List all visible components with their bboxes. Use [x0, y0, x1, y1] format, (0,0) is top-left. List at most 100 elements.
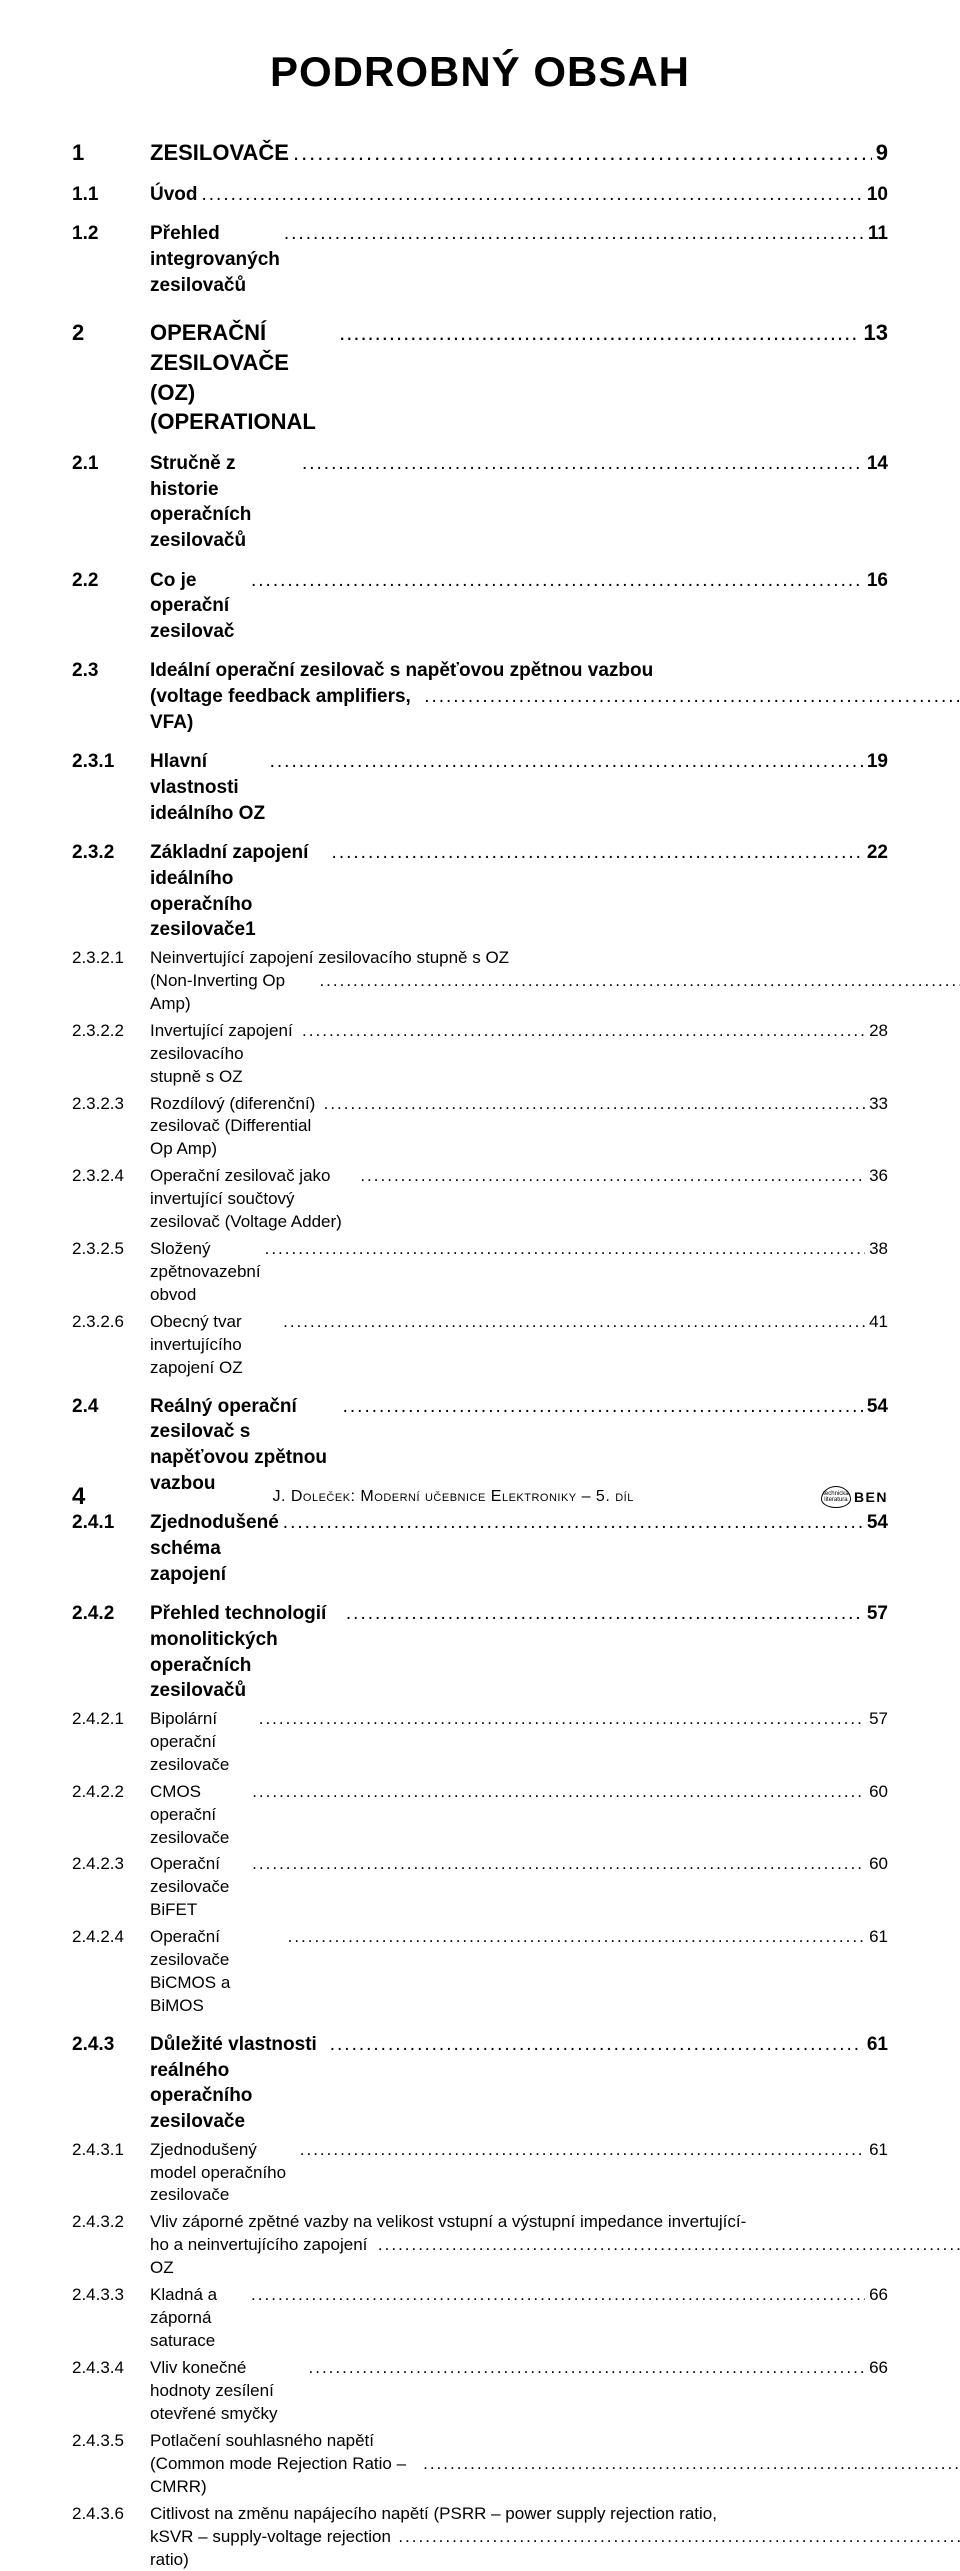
toc-entry: 2.3.2.2Invertující zapojení zesilovacího…: [72, 1020, 888, 1089]
toc-leader: [296, 2139, 865, 2162]
toc-title: Důležité vlastnosti reálného operačního …: [150, 2032, 326, 2135]
toc-leader: [255, 1708, 865, 1731]
toc-entry: 2.4.2.2CMOS operační zesilovače60: [72, 1781, 888, 1850]
toc-leader: [279, 1510, 863, 1536]
toc-title: Reálný operační zesilovač s napěťovou zp…: [150, 1394, 339, 1497]
toc-title: Hlavní vlastnosti ideálního OZ: [150, 749, 266, 826]
toc-list: 1ZESILOVAČE 9 1.1Úvod 10 1.2Přehled integrov…: [72, 138, 888, 2571]
toc-number: 2.3.2.6: [72, 1311, 150, 1334]
toc-number: 1.1: [72, 182, 150, 208]
toc-page: 54: [863, 1510, 888, 1536]
toc-number: 2.3.2.1: [72, 947, 150, 970]
toc-title: ho a neinvertujícího zapojení OZ: [150, 2234, 374, 2280]
toc-leader: [394, 2526, 960, 2549]
toc-number: 2: [72, 318, 150, 348]
toc-entry: 2.4.3.2Vliv záporné zpětné vazby na veli…: [72, 2211, 888, 2280]
toc-entry: 2.4Reálný operační zesilovač s napěťovou…: [72, 1394, 888, 1497]
toc-number: 2.1: [72, 451, 150, 477]
toc-entry: 1ZESILOVAČE 9: [72, 138, 888, 168]
toc-title: Vliv konečné hodnoty zesílení otevřené s…: [150, 2357, 305, 2426]
toc-page: 54: [863, 1394, 888, 1420]
toc-leader: [320, 1093, 865, 1116]
toc-leader: [298, 1020, 865, 1043]
toc-title: Stručně z historie operačních zesilovačů: [150, 451, 298, 554]
toc-number: 2.4.2.1: [72, 1708, 150, 1731]
toc-title: Zjednodušené schéma zapojení: [150, 1510, 279, 1587]
toc-leader: [289, 138, 872, 168]
toc-title: ZESILOVAČE: [150, 138, 289, 168]
toc-entry: 2.3.2Základní zapojení ideálního operačn…: [72, 840, 888, 943]
toc-number: 2.3.2.3: [72, 1093, 150, 1116]
toc-entry: 2.3.1Hlavní vlastnosti ideálního OZ19: [72, 749, 888, 826]
toc-leader: [305, 2357, 866, 2380]
toc-number: 2.2: [72, 568, 150, 594]
toc-leader: [266, 749, 863, 775]
toc-page: 19: [863, 749, 888, 775]
toc-page: 66: [865, 2357, 888, 2380]
toc-title: OPERAČNÍ ZESILOVAČE (OZ) (OPERATIONAL: [150, 318, 335, 437]
toc-number: 2.3.2.5: [72, 1238, 150, 1261]
toc-leader: [356, 1165, 865, 1188]
toc-leader: [247, 568, 863, 594]
toc-entry: 2.4.3.4Vliv konečné hodnoty zesílení ote…: [72, 2357, 888, 2426]
toc-leader: [284, 1926, 865, 1949]
toc-title: Přehled technologií monolitických operač…: [150, 1601, 342, 1704]
toc-title: Operační zesilovače BiCMOS a BiMOS: [150, 1926, 284, 2018]
toc-number: 2.4.2.3: [72, 1853, 150, 1876]
toc-entry: 2.3.2.6Obecný tvar invertujícího zapojen…: [72, 1311, 888, 1380]
toc-leader: [261, 1238, 865, 1261]
toc-page: 13: [860, 318, 888, 348]
toc-leader: [247, 2284, 865, 2307]
toc-number: 2.4.2: [72, 1601, 150, 1627]
toc-entry: 2.3.2.1Neinvertující zapojení zesilovací…: [72, 947, 888, 1016]
toc-page: 41: [865, 1311, 888, 1334]
toc-entry: 2.4.3.3Kladná a záporná saturace66: [72, 2284, 888, 2353]
toc-title: Složený zpětnovazební obvod: [150, 1238, 261, 1307]
toc-leader: [315, 970, 960, 993]
toc-page: 9: [872, 138, 888, 168]
toc-page: 11: [864, 221, 888, 247]
toc-number: 2.4.3.6: [72, 2503, 150, 2526]
toc-title: Obecný tvar invertujícího zapojení OZ: [150, 1311, 279, 1380]
toc-entry: 2.3.2.5Složený zpětnovazební obvod 38: [72, 1238, 888, 1307]
toc-leader: [280, 221, 864, 247]
toc-page: 66: [865, 2284, 888, 2307]
toc-page: 38: [865, 1238, 888, 1261]
toc-title: (Non-Inverting Op Amp): [150, 970, 315, 1016]
page-footer: 4 J. Doleček: Moderní učebnice Elektroni…: [72, 1483, 888, 1511]
toc-page: 22: [863, 840, 888, 866]
toc-number: 1: [72, 138, 150, 168]
toc-entry: 2.2Co je operační zesilovač16: [72, 568, 888, 645]
toc-entry: 2.3.2.3Rozdílový (diferenční) zesilovač …: [72, 1093, 888, 1162]
footer-logo-mark: technická literatura: [821, 1486, 851, 1508]
toc-title: Úvod: [150, 182, 198, 208]
toc-number: 2.3: [72, 658, 150, 684]
toc-number: 2.4: [72, 1394, 150, 1420]
toc-leader: [198, 182, 863, 208]
toc-leader: [248, 1853, 865, 1876]
toc-leader: [419, 2453, 960, 2476]
toc-title: Invertující zapojení zesilovacího stupně…: [150, 1020, 298, 1089]
toc-title: Rozdílový (diferenční) zesilovač (Differ…: [150, 1093, 320, 1162]
toc-page: 28: [865, 1020, 888, 1043]
toc-number: 2.4.1: [72, 1510, 150, 1536]
toc-number: 2.4.3: [72, 2032, 150, 2058]
toc-page: 10: [863, 182, 888, 208]
toc-leader: [248, 1781, 865, 1804]
toc-number: 2.4.3.1: [72, 2139, 150, 2162]
toc-leader: [328, 840, 863, 866]
toc-title: kSVR – supply-voltage rejection ratio): [150, 2526, 394, 2571]
toc-title: Citlivost na změnu napájecího napětí (PS…: [150, 2503, 960, 2526]
toc-title: Vliv záporné zpětné vazby na velikost vs…: [150, 2211, 960, 2234]
toc-page: 60: [865, 1853, 888, 1876]
toc-entry: 2.4.2.1Bipolární operační zesilovače57: [72, 1708, 888, 1777]
toc-page: 16: [863, 568, 888, 594]
toc-number: 2.4.2.2: [72, 1781, 150, 1804]
toc-title: Zjednodušený model operačního zesilovače: [150, 2139, 296, 2208]
toc-number: 2.4.3.4: [72, 2357, 150, 2380]
toc-entry: 1.2Přehled integrovaných zesilovačů11: [72, 221, 888, 298]
toc-number: 2.3.2.2: [72, 1020, 150, 1043]
toc-entry: 2.4.2.4Operační zesilovače BiCMOS a BiMO…: [72, 1926, 888, 2018]
toc-title: (voltage feedback amplifiers, VFA): [150, 684, 420, 735]
toc-title: Ideální operační zesilovač s napěťovou z…: [150, 658, 960, 684]
